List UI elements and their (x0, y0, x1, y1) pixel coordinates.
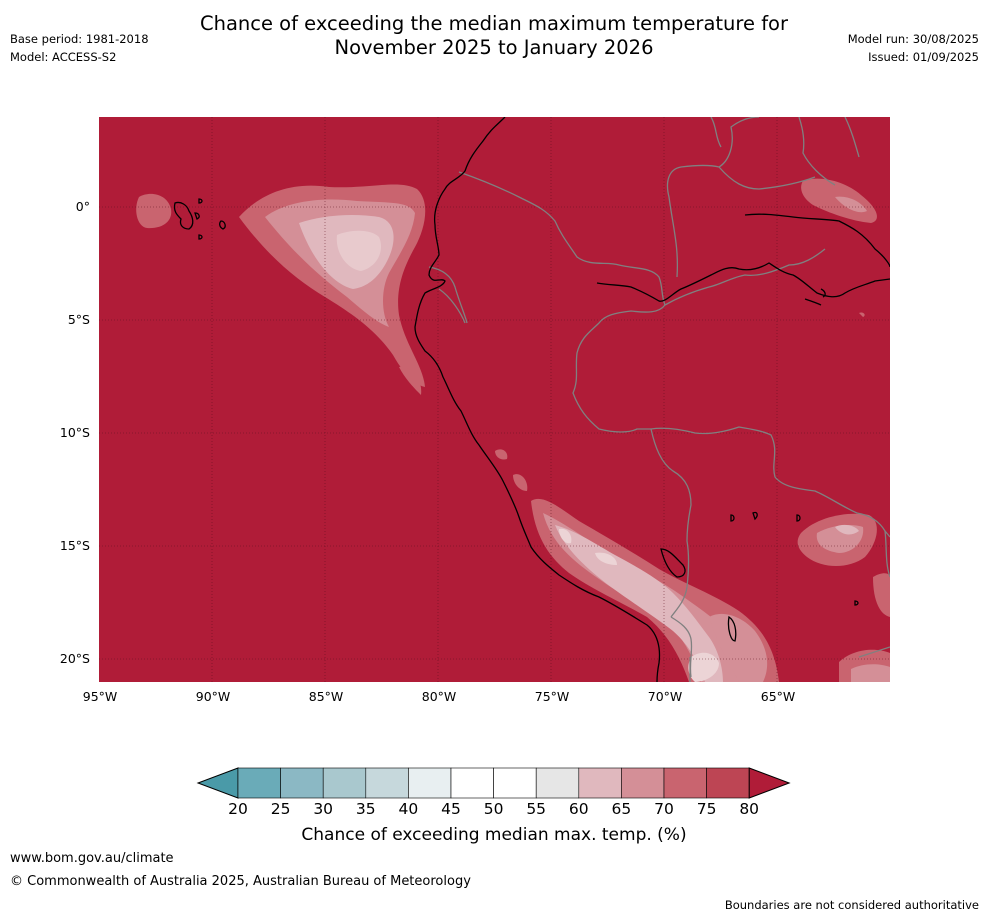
colorbar-over-arrow (748, 767, 791, 799)
lon-label: 90°W (195, 689, 231, 704)
colorbar-tick-label: 20 (228, 800, 248, 818)
lon-label: 95°W (82, 689, 118, 704)
footer-url: www.bom.gov.au/climate (10, 851, 174, 866)
contour-patch (835, 524, 859, 535)
colorbar-title: Chance of exceeding median max. temp. (%… (301, 825, 687, 845)
colorbar-tick-label: 50 (483, 800, 504, 818)
contour-patch (859, 312, 865, 317)
colorbar-segment (408, 767, 452, 799)
lat-label: 15°S (59, 538, 90, 553)
colorbar-tick-label: 25 (270, 800, 291, 818)
colorbar-segment (237, 767, 281, 799)
contour-patches (136, 178, 890, 682)
colorbar-tick-label: 55 (526, 800, 547, 818)
contour-patch (595, 552, 617, 565)
map-background (99, 117, 890, 682)
lat-label: 20°S (59, 651, 90, 666)
chart-title: Chance of exceeding the median maximum t… (0, 12, 988, 60)
chart-title-line1: Chance of exceeding the median maximum t… (199, 12, 789, 35)
colorbar (196, 766, 792, 800)
meta-right: Model run: 30/08/2025 Issued: 01/09/2025 (848, 30, 979, 66)
graticule (99, 117, 890, 682)
colorbar-segment (493, 767, 537, 799)
model-run: Model run: 30/08/2025 (847, 32, 979, 46)
contour-patch (688, 652, 719, 682)
colorbar-segment (663, 767, 707, 799)
contour-patch (555, 525, 723, 682)
colorbar-segment (621, 767, 665, 799)
issued-date: Issued: 01/09/2025 (868, 50, 979, 64)
colorbar-tick-label: 80 (739, 800, 760, 818)
country-borders (428, 117, 890, 682)
colorbar-tick-label: 30 (313, 800, 334, 818)
contour-patch (559, 528, 572, 544)
colorbar-segment (450, 767, 494, 799)
contour-patch (873, 573, 890, 617)
lon-label: 80°W (421, 689, 457, 704)
contour-patch (136, 193, 172, 229)
colorbar-segment (706, 767, 750, 799)
lat-label: 5°S (67, 312, 90, 327)
colorbar-under-arrow (196, 767, 239, 799)
colorbar-tick-label: 70 (654, 800, 674, 818)
lat-label: 0° (75, 199, 90, 214)
colorbar-tick-label: 40 (398, 800, 419, 818)
coastlines (173, 117, 890, 682)
contour-patch (851, 664, 890, 682)
contour-patch (399, 366, 422, 395)
map-svg (99, 117, 890, 682)
colorbar-segment (578, 767, 622, 799)
map-panel (99, 117, 890, 682)
footer-note: Boundaries are not considered authoritat… (724, 898, 979, 912)
contour-patch (709, 613, 768, 682)
meta-left: Base period: 1981-2018 Model: ACCESS-S2 (10, 30, 149, 66)
colorbar-segment (322, 767, 367, 799)
colorbar-segment (535, 767, 580, 799)
footer-copyright: © Commonwealth of Australia 2025, Austra… (10, 874, 471, 889)
colorbar-tick-label: 65 (611, 800, 632, 818)
colorbar-tick-label: 35 (355, 800, 376, 818)
contour-patch (495, 449, 508, 460)
contour-patch (336, 230, 381, 271)
contour-patch (835, 196, 867, 213)
chart-title-line2: November 2025 to January 2026 (334, 36, 654, 59)
lon-label: 70°W (647, 689, 683, 704)
colorbar-tick-label: 45 (441, 800, 461, 818)
contour-patch (513, 474, 528, 491)
lat-label: 10°S (59, 425, 90, 440)
colorbar-tick-label: 60 (568, 800, 589, 818)
colorbar-segment (280, 767, 324, 799)
model-name: Model: ACCESS-S2 (10, 50, 117, 64)
colorbar-svg (196, 767, 791, 799)
base-period: Base period: 1981-2018 (10, 32, 149, 46)
lon-label: 65°W (760, 689, 796, 704)
colorbar-tick-label: 75 (696, 800, 717, 818)
lon-label: 85°W (308, 689, 344, 704)
lon-label: 75°W (534, 689, 570, 704)
colorbar-segment (365, 767, 409, 799)
